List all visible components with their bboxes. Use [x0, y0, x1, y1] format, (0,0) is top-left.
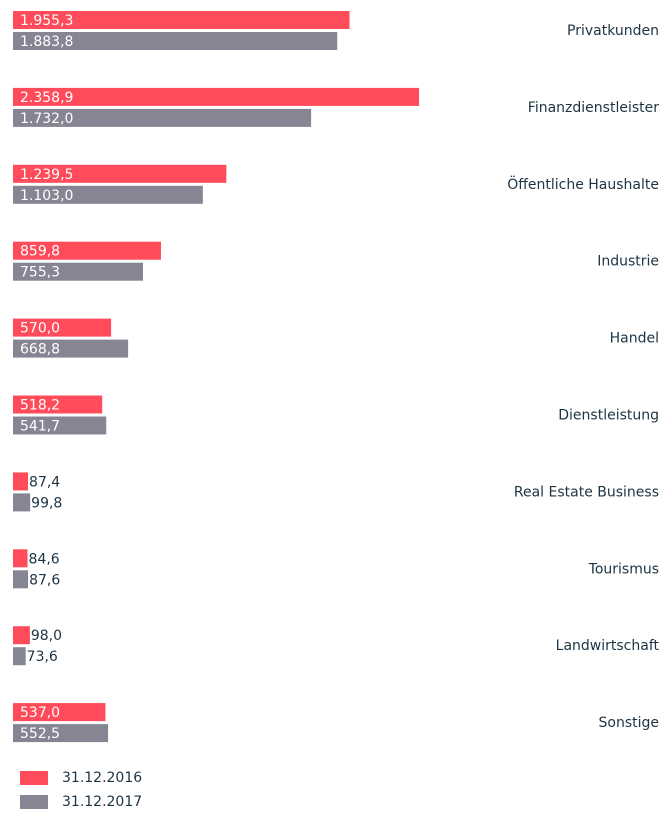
value-label: 668,8: [20, 342, 60, 358]
bar: [13, 87, 419, 106]
value-label: 1.103,0: [20, 188, 73, 204]
bar: [13, 472, 29, 491]
value-label: 755,3: [20, 265, 60, 281]
value-label: 87,4: [29, 474, 60, 490]
value-label: 859,8: [20, 244, 60, 260]
category-label: Privatkunden: [567, 23, 659, 39]
category-label: Handel: [610, 331, 659, 347]
value-label: 570,0: [20, 321, 60, 337]
bar: [13, 416, 107, 435]
bar: [13, 108, 312, 127]
bar: [13, 724, 109, 743]
legend-label: 31.12.2016: [62, 770, 142, 786]
bar: [13, 318, 112, 337]
value-label: 518,2: [20, 398, 60, 414]
value-label: 2.358,9: [20, 90, 73, 106]
bar: [13, 32, 338, 50]
category-label: Tourismus: [588, 561, 659, 577]
value-label: 98,0: [31, 628, 62, 644]
bar: [13, 626, 30, 645]
bar: [13, 703, 106, 722]
value-label: 1.883,8: [20, 34, 73, 50]
bar: [13, 262, 143, 281]
bar: [13, 493, 31, 512]
bar: [13, 647, 26, 666]
legend-label: 31.12.2017: [62, 794, 142, 810]
bar: [13, 570, 29, 589]
value-label: 1.732,0: [20, 111, 73, 127]
value-label: 537,0: [20, 705, 60, 721]
category-label: Industrie: [597, 254, 659, 270]
legend-swatch: [20, 795, 48, 809]
bar: [13, 241, 161, 260]
bar: [13, 11, 350, 29]
category-label: Öffentliche Haushalte: [507, 175, 659, 193]
value-label: 87,6: [29, 572, 60, 588]
value-label: 99,8: [31, 495, 62, 511]
category-label: Dienstleistung: [558, 408, 659, 424]
bar: [13, 185, 203, 204]
bar: [13, 164, 227, 183]
value-label: 73,6: [27, 649, 58, 665]
value-label: 1.955,3: [20, 13, 73, 29]
bar: [13, 549, 28, 568]
value-label: 541,7: [20, 419, 60, 435]
category-label: Real Estate Business: [514, 484, 659, 500]
category-label: Landwirtschaft: [556, 638, 660, 654]
bar: [13, 339, 129, 358]
legend-swatch: [20, 771, 48, 785]
value-label: 84,6: [29, 551, 60, 567]
bar: [13, 395, 103, 414]
value-label: 552,5: [20, 726, 60, 742]
category-label: Finanzdienstleister: [528, 100, 659, 116]
category-label: Sonstige: [599, 715, 660, 731]
value-label: 1.239,5: [20, 167, 73, 183]
